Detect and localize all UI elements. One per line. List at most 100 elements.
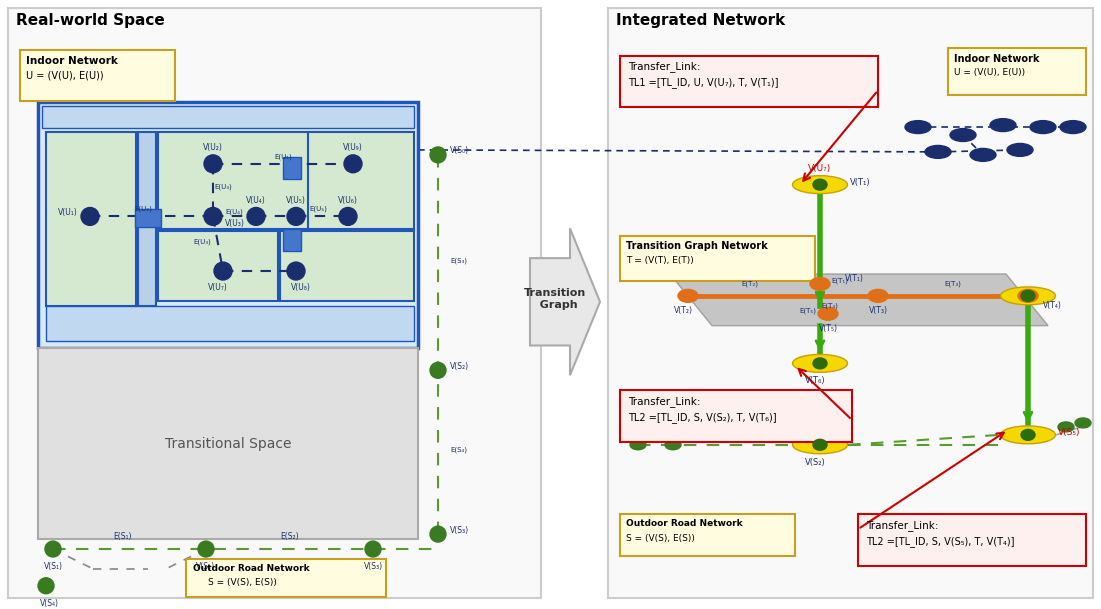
Text: E(U₃): E(U₃) bbox=[193, 238, 211, 244]
Ellipse shape bbox=[793, 436, 848, 454]
Text: E(T₁): E(T₁) bbox=[831, 278, 849, 284]
Circle shape bbox=[247, 208, 265, 225]
Text: S = (V(S), E(S)): S = (V(S), E(S)) bbox=[208, 578, 276, 587]
Text: E(S₃): E(S₃) bbox=[450, 258, 467, 264]
Text: V(T₃): V(T₃) bbox=[869, 306, 887, 315]
Text: Indoor Network: Indoor Network bbox=[26, 55, 118, 66]
Text: V(T₁): V(T₁) bbox=[850, 178, 871, 187]
Text: TL2 =[TL_ID, S, V(S₅), T, V(T₄)]: TL2 =[TL_ID, S, V(S₅), T, V(T₄)] bbox=[866, 536, 1014, 547]
Ellipse shape bbox=[1021, 429, 1035, 440]
Text: E(S₂): E(S₂) bbox=[281, 532, 299, 541]
Text: V(U₇): V(U₇) bbox=[208, 283, 228, 292]
Ellipse shape bbox=[793, 176, 848, 194]
Text: V(U₆): V(U₆) bbox=[338, 195, 358, 205]
Bar bbox=[608, 8, 1093, 597]
Text: U = (V(U), E(U)): U = (V(U), E(U)) bbox=[26, 71, 103, 80]
Ellipse shape bbox=[1031, 121, 1056, 133]
Bar bbox=[620, 55, 877, 107]
Text: V(S₁): V(S₁) bbox=[44, 562, 63, 571]
Ellipse shape bbox=[810, 278, 830, 290]
Bar bbox=[283, 157, 301, 178]
Text: Transition
  Graph: Transition Graph bbox=[524, 288, 586, 309]
Circle shape bbox=[287, 262, 305, 280]
Circle shape bbox=[339, 208, 357, 225]
Ellipse shape bbox=[818, 308, 838, 320]
Ellipse shape bbox=[1001, 287, 1056, 304]
Bar bbox=[159, 231, 277, 301]
Bar bbox=[620, 236, 815, 281]
Polygon shape bbox=[671, 274, 1048, 326]
Polygon shape bbox=[530, 228, 600, 375]
Text: V(U₃): V(U₃) bbox=[225, 219, 244, 228]
Circle shape bbox=[45, 541, 61, 557]
Bar bbox=[620, 390, 852, 442]
Text: E(S₁): E(S₁) bbox=[113, 532, 132, 541]
Bar bbox=[20, 50, 175, 101]
Circle shape bbox=[39, 578, 54, 594]
Text: E(U₁): E(U₁) bbox=[274, 153, 292, 160]
Circle shape bbox=[287, 208, 305, 225]
Ellipse shape bbox=[665, 440, 682, 449]
Text: E(T₂): E(T₂) bbox=[741, 281, 759, 287]
Text: V(U₈): V(U₈) bbox=[291, 283, 310, 292]
Text: E(T₃): E(T₃) bbox=[945, 281, 961, 287]
Text: V(U₅): V(U₅) bbox=[286, 195, 306, 205]
Bar bbox=[46, 306, 414, 340]
Text: Indoor Network: Indoor Network bbox=[953, 54, 1039, 63]
Bar bbox=[280, 231, 414, 301]
Text: E(U₃): E(U₃) bbox=[214, 183, 232, 190]
Text: V(S₂): V(S₂) bbox=[196, 562, 216, 571]
Text: V(S₄): V(S₄) bbox=[40, 599, 58, 608]
Ellipse shape bbox=[905, 121, 931, 133]
Ellipse shape bbox=[813, 439, 827, 450]
Text: Outdoor Road Network: Outdoor Road Network bbox=[193, 564, 309, 573]
Circle shape bbox=[430, 362, 446, 378]
Ellipse shape bbox=[990, 119, 1016, 132]
Text: V(U₂): V(U₂) bbox=[203, 143, 222, 152]
Text: S = (V(S), E(S)): S = (V(S), E(S)) bbox=[626, 534, 695, 543]
Text: V(T₂): V(T₂) bbox=[674, 306, 693, 315]
Text: Transfer_Link:: Transfer_Link: bbox=[628, 62, 700, 72]
Bar bbox=[135, 209, 161, 227]
Text: E(U₂): E(U₂) bbox=[134, 205, 152, 212]
Circle shape bbox=[204, 155, 222, 173]
Text: E(T₄): E(T₄) bbox=[821, 303, 839, 309]
Ellipse shape bbox=[1060, 121, 1086, 133]
Ellipse shape bbox=[1058, 422, 1073, 432]
Ellipse shape bbox=[1018, 289, 1038, 302]
Bar bbox=[46, 132, 137, 306]
Text: E(U₅): E(U₅) bbox=[309, 205, 327, 212]
Text: V(T₁): V(T₁) bbox=[844, 275, 864, 283]
Text: E(U₄): E(U₄) bbox=[225, 208, 243, 215]
Text: TL1 =[TL_ID, U, V(U₇), T, V(T₁)]: TL1 =[TL_ID, U, V(U₇), T, V(T₁)] bbox=[628, 77, 778, 88]
Text: U = (V(U), E(U)): U = (V(U), E(U)) bbox=[953, 68, 1025, 77]
Bar bbox=[159, 132, 356, 230]
Text: Outdoor Road Network: Outdoor Road Network bbox=[626, 519, 743, 528]
Text: V(S₀): V(S₀) bbox=[450, 146, 469, 155]
Circle shape bbox=[198, 541, 214, 557]
Ellipse shape bbox=[1007, 144, 1033, 157]
Bar bbox=[39, 348, 418, 539]
Ellipse shape bbox=[678, 289, 698, 302]
Circle shape bbox=[430, 147, 446, 163]
Circle shape bbox=[430, 526, 446, 542]
Bar bbox=[138, 132, 156, 306]
Bar bbox=[186, 559, 386, 597]
Text: Transitional Space: Transitional Space bbox=[165, 437, 292, 451]
Text: V(T₄): V(T₄) bbox=[1043, 301, 1061, 310]
Text: Transition Graph Network: Transition Graph Network bbox=[626, 241, 767, 252]
Text: V(U₉): V(U₉) bbox=[344, 143, 363, 152]
Text: Integrated Network: Integrated Network bbox=[615, 13, 785, 28]
Ellipse shape bbox=[813, 358, 827, 369]
Text: E(S₄): E(S₄) bbox=[450, 446, 467, 453]
Bar bbox=[948, 48, 1086, 96]
Text: V(S₅): V(S₅) bbox=[1058, 428, 1080, 437]
Text: V(U₁): V(U₁) bbox=[58, 208, 78, 217]
Text: V(T₅): V(T₅) bbox=[818, 323, 838, 333]
Ellipse shape bbox=[970, 149, 996, 161]
Text: TL2 =[TL_ID, S, V(S₂), T, V(T₆)]: TL2 =[TL_ID, S, V(S₂), T, V(T₆)] bbox=[628, 412, 776, 423]
Text: V(S₂): V(S₂) bbox=[450, 362, 469, 371]
Circle shape bbox=[204, 208, 222, 225]
Bar bbox=[283, 230, 301, 251]
Text: E(T₅): E(T₅) bbox=[799, 308, 817, 314]
